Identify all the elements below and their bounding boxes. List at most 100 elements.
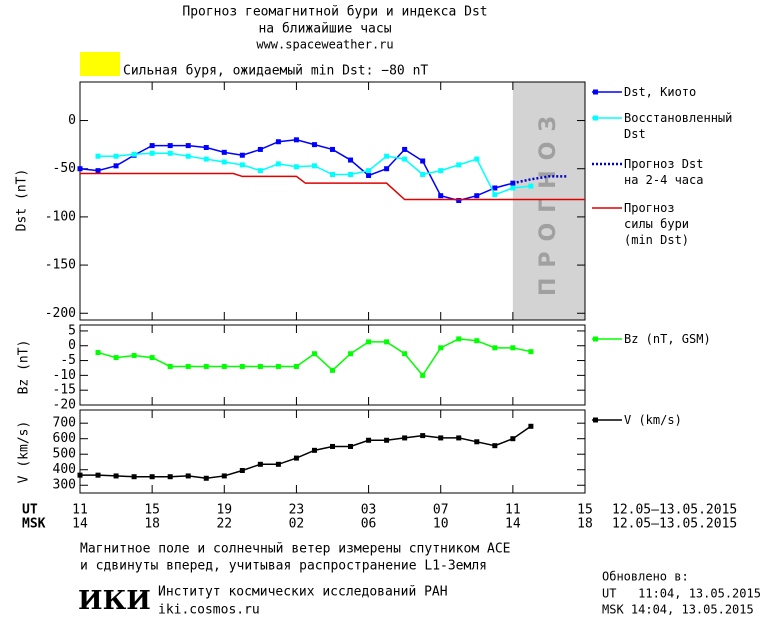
data-point [384, 153, 390, 159]
data-point [456, 336, 462, 342]
data-point [185, 363, 191, 369]
data-point [474, 338, 480, 344]
series-line [97, 338, 532, 377]
y-tick-label: -150 [45, 258, 76, 273]
data-point [257, 168, 263, 174]
legend-marker [593, 336, 598, 342]
x-tick-label: 07 [433, 503, 449, 518]
data-point [221, 363, 227, 369]
y-tick-label: 0 [68, 113, 76, 128]
data-point [167, 363, 173, 369]
data-point [528, 183, 534, 189]
data-point [366, 339, 372, 345]
x2-tick-label: 14 [505, 517, 521, 532]
data-point [149, 474, 155, 480]
data-point [492, 345, 498, 351]
data-point [366, 437, 372, 443]
data-point [185, 143, 191, 149]
institute: Институт космических исследований РАН [158, 585, 448, 600]
legend-label: Прогноз Dst на 2-4 часа [624, 157, 704, 187]
data-point [474, 156, 480, 162]
data-point [311, 351, 317, 357]
x2-tick-label: 18 [144, 517, 160, 532]
data-point [438, 345, 444, 351]
data-point [131, 353, 137, 359]
y-tick-label: 500 [53, 447, 76, 462]
legend-label: Прогноз силы бури (min Dst) [624, 201, 690, 247]
note: и сдвинуты вперед, учитывая распростране… [80, 559, 487, 574]
x2-tick-label: 22 [216, 517, 232, 532]
data-point [366, 172, 372, 178]
title: на ближайшие часы [258, 22, 391, 37]
plot-frame [79, 324, 586, 406]
data-point [77, 166, 83, 172]
legend-label: Dst, Киото [624, 85, 697, 99]
data-point [330, 146, 335, 152]
title: www.spaceweather.ru [256, 38, 393, 52]
data-point [456, 162, 462, 168]
data-point [293, 455, 299, 461]
data-point [384, 339, 390, 345]
data-point [77, 472, 83, 478]
note: Магнитное поле и солнечный ветер измерен… [80, 542, 510, 557]
y-tick-label: 5 [68, 323, 76, 338]
data-point [185, 153, 191, 159]
x2-tick-label: 14 [72, 517, 88, 532]
legend-label: V (km/s) [624, 413, 682, 427]
forecast-region [512, 82, 585, 320]
data-point [528, 349, 534, 355]
data-point [149, 143, 155, 149]
series-line [512, 175, 567, 185]
data-point [113, 163, 119, 169]
data-point [438, 435, 444, 441]
data-point [113, 153, 119, 159]
x-tick-label: 23 [289, 503, 305, 518]
x2-tick-label: 10 [433, 517, 449, 532]
data-point [402, 351, 408, 357]
data-point [492, 443, 498, 449]
x-tick-label: 03 [361, 503, 377, 518]
series-line [79, 139, 514, 202]
data-point [131, 474, 137, 480]
series-line [80, 172, 585, 201]
data-point [384, 166, 390, 172]
data-point [348, 157, 354, 163]
data-point [420, 433, 426, 439]
data-point [402, 146, 408, 152]
data-point [474, 439, 480, 445]
data-point [167, 143, 173, 149]
data-point [275, 461, 281, 467]
data-point [311, 142, 317, 148]
plot-frame [79, 81, 586, 321]
data-point [456, 198, 462, 204]
title: Прогноз геомагнитной бури и индекса Dst [182, 5, 487, 20]
plot-frame [79, 409, 586, 494]
data-point [311, 163, 317, 169]
data-point [95, 168, 101, 174]
legend-marker [593, 89, 598, 95]
data-point [510, 185, 516, 191]
data-point [113, 473, 119, 479]
y-tick-label: 0 [68, 338, 76, 353]
data-point [167, 474, 173, 480]
data-point [330, 367, 335, 373]
storm-label: Сильная буря, ожидаемый min Dst: −80 nT [123, 64, 428, 79]
y-tick-label: 300 [53, 478, 76, 493]
site: iki.cosmos.ru [158, 603, 260, 618]
data-point [221, 159, 227, 165]
data-point [384, 437, 390, 443]
data-point [438, 168, 444, 174]
data-point [257, 363, 263, 369]
y-axis-label: V (km/s) [17, 421, 32, 484]
data-point [492, 185, 498, 191]
y-tick-label: -15 [53, 383, 76, 398]
logo: ИКИ [78, 586, 151, 616]
y-tick-label: -50 [53, 161, 76, 176]
updated-label: Обновлено в: [602, 570, 689, 584]
data-point [293, 137, 299, 143]
x-tick-label: 15 [144, 503, 160, 518]
legend-label: Восстановленный Dst [624, 111, 733, 141]
date-range: 12.05–13.05.2015 [612, 517, 737, 532]
y-tick-label: 700 [53, 416, 76, 431]
